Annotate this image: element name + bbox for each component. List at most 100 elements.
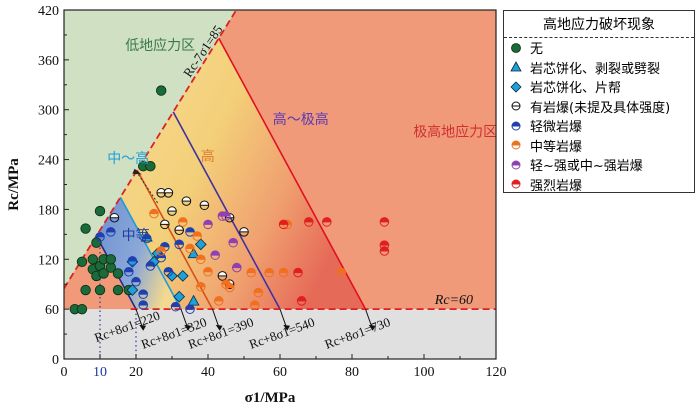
point-moderate: [253, 287, 264, 298]
diamond-marker: [194, 238, 207, 251]
x-tick-label: 40: [201, 365, 215, 380]
point-strong: [296, 296, 307, 306]
point-slight: [127, 256, 138, 266]
half-top: [512, 180, 520, 185]
point-disc_slab: [194, 238, 207, 251]
point-slight: [185, 227, 195, 237]
point-disc_slab: [166, 270, 178, 282]
points-layer: [69, 85, 390, 315]
zone-moderate-stress: [96, 197, 181, 310]
half-top: [254, 288, 263, 293]
point-disc_slab: [176, 270, 189, 282]
point-disc_spall: [187, 294, 200, 306]
legend-label: 强烈岩爆: [530, 178, 583, 194]
diamond-icon: [510, 81, 522, 93]
legend-label: 轻微岩爆: [530, 120, 583, 136]
point-burst_unspec: [109, 212, 120, 223]
legend-item-none: 无: [504, 38, 694, 58]
half-top: [156, 246, 166, 251]
half-icon: [511, 179, 521, 189]
half-top: [128, 256, 137, 261]
point-slight: [138, 300, 148, 310]
half-top: [185, 304, 195, 310]
point-slight: [106, 227, 116, 237]
legend-item-burst_unspec: 有岩爆(未提及具体强度): [504, 97, 694, 117]
legend-label: 轻~强或中~强岩爆: [530, 159, 643, 175]
half-top: [264, 268, 274, 273]
legend-marker: [511, 179, 521, 189]
point-strong: [379, 217, 390, 227]
half-top: [232, 263, 242, 268]
legend-title: 高地应力破坏现象: [504, 11, 694, 38]
legend: 高地应力破坏现象 无岩芯饼化、剥裂或劈裂 岩芯饼化、片帮 有岩爆(未提及具体强度) 轻…: [503, 10, 695, 194]
point-none: [80, 284, 91, 296]
legend-label: 岩芯饼化、剥裂或劈裂: [530, 61, 661, 77]
half-top: [124, 267, 134, 272]
legend-marker: [510, 81, 522, 93]
diamond-marker: [173, 290, 186, 303]
legend-marker: [511, 140, 521, 150]
half-top: [164, 267, 173, 272]
point-slight: [170, 301, 181, 312]
point-moderate: [336, 267, 347, 278]
point-slight: [131, 276, 141, 287]
point-slight: [142, 233, 152, 244]
point-burst_unspec: [199, 200, 210, 211]
half-top: [239, 227, 249, 232]
half-top: [380, 240, 389, 246]
half-top: [200, 200, 209, 206]
diamond-marker: [126, 284, 139, 296]
y-tick-label: 180: [38, 203, 59, 218]
half-top: [512, 121, 520, 126]
point-disc_slab: [126, 284, 139, 296]
point-slight_strong: [221, 211, 231, 221]
legend-marker: [511, 42, 521, 53]
half-top: [106, 227, 116, 232]
point-none: [145, 161, 156, 172]
legend-item-moderate: 中等岩爆: [504, 136, 694, 156]
legend-marker: [511, 101, 521, 111]
half-top: [380, 217, 389, 222]
triangle-icon: [510, 61, 522, 72]
half-top: [192, 231, 202, 237]
point-burst_unspec: [217, 271, 228, 281]
half-top: [110, 213, 119, 218]
zone-label: 极高地应力区: [413, 123, 497, 140]
circle-marker: [80, 284, 91, 296]
half-top: [185, 227, 195, 232]
point-burst_unspec: [239, 227, 249, 237]
half-top: [203, 267, 213, 272]
x-tick-label: 60: [273, 365, 287, 380]
y-tick-label: 240: [38, 154, 59, 169]
half-top: [160, 242, 170, 247]
half-top: [225, 283, 234, 288]
half-top: [512, 141, 520, 146]
half-top: [164, 188, 173, 193]
half-icon: [511, 140, 521, 150]
legend-label: 无: [530, 42, 544, 58]
point-none: [87, 254, 99, 265]
circle-marker: [80, 223, 91, 234]
y-tick-label: 300: [38, 104, 59, 119]
point-moderate: [196, 254, 206, 265]
point-burst_unspec: [181, 196, 192, 206]
half-top: [146, 261, 155, 266]
half-top: [95, 232, 105, 237]
point-moderate: [203, 266, 213, 277]
half-icon: [511, 101, 521, 111]
point-burst_unspec: [160, 219, 170, 230]
half-top: [156, 188, 166, 193]
point-slight_strong: [228, 237, 238, 248]
arrow-head-220: [139, 324, 147, 331]
point-none: [94, 205, 106, 217]
point-slight_strong: [210, 250, 220, 260]
point-burst_unspec: [167, 206, 177, 216]
half-top: [149, 209, 159, 214]
arrow-line-730: [365, 308, 373, 328]
circle-marker: [112, 268, 124, 279]
legend-label: 有岩爆(未提及具体强度): [530, 100, 671, 116]
half-top: [297, 296, 306, 301]
half-top: [210, 250, 220, 256]
point-moderate: [178, 217, 188, 227]
